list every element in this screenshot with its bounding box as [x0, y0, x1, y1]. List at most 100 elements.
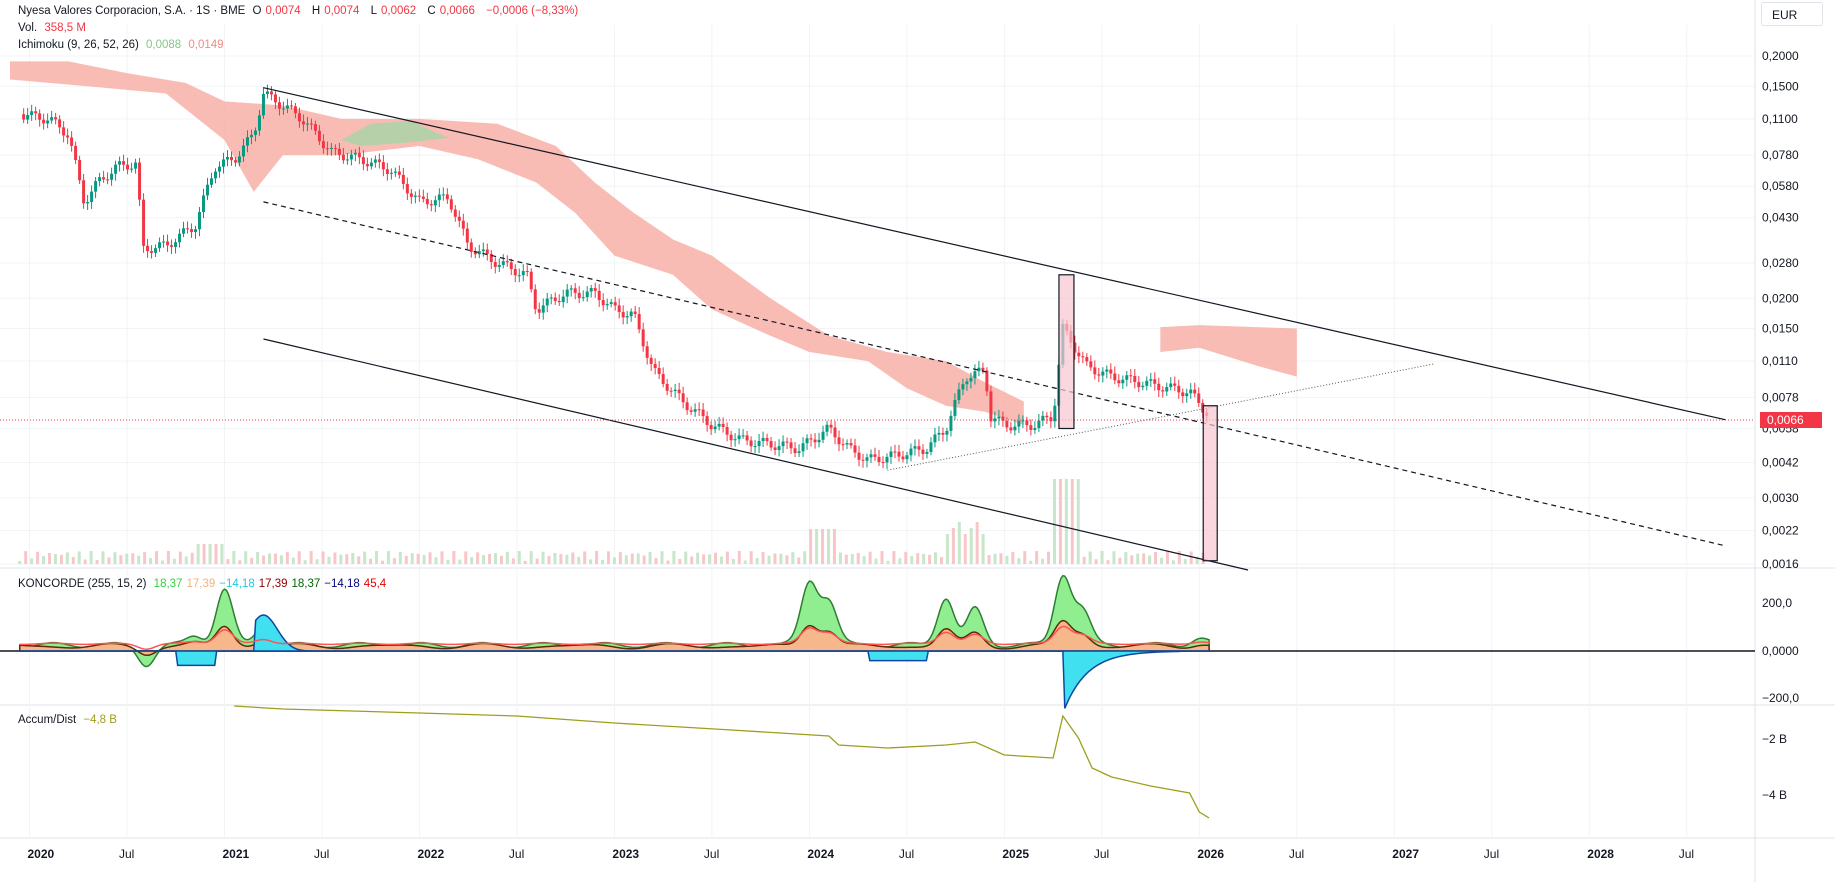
- candle-body: [813, 439, 817, 443]
- candle-body: [245, 137, 249, 146]
- candle-body: [1101, 371, 1105, 376]
- volume-bar: [178, 551, 182, 564]
- x-tick-label: 2028: [1587, 847, 1614, 861]
- candle-body: [106, 179, 110, 181]
- candle-body: [921, 449, 925, 454]
- volume-bar: [589, 559, 593, 564]
- candle-body: [277, 102, 281, 109]
- volume-bar: [220, 544, 224, 564]
- koncorde-average-line: [19, 625, 1210, 650]
- candle-body: [469, 242, 473, 252]
- volume-bar: [351, 552, 355, 564]
- y-tick-label: 0,2000: [1762, 49, 1799, 63]
- candle-body: [66, 135, 70, 138]
- candle-body: [485, 249, 489, 254]
- volume-bar: [339, 554, 343, 564]
- x-tick-label: Jul: [1484, 847, 1499, 861]
- candle-body: [54, 117, 58, 120]
- volume-bar: [856, 552, 860, 564]
- volume-bar: [957, 522, 961, 564]
- candle-body: [597, 290, 601, 301]
- volume-bar: [601, 560, 605, 564]
- candle-body: [981, 367, 985, 371]
- symbol-title: Nyesa Valores Corporacion, S.A. · 1S · B…: [18, 5, 246, 17]
- low-key: L: [370, 5, 377, 17]
- candle-body: [1197, 393, 1201, 403]
- x-tick-label: Jul: [1679, 847, 1694, 861]
- accum-dist-line: [234, 705, 1210, 819]
- volume-bar: [24, 551, 28, 564]
- volume-bar: [714, 552, 718, 564]
- candle-body: [365, 164, 369, 167]
- candle-body: [1165, 387, 1169, 392]
- volume-bar: [684, 551, 688, 564]
- volume-bar: [65, 552, 69, 564]
- candle-body: [521, 271, 525, 276]
- volume-bar: [244, 551, 248, 564]
- candle-body: [553, 297, 557, 301]
- candle-body: [389, 172, 393, 174]
- volume-bar: [1177, 551, 1181, 564]
- candle-body: [713, 426, 717, 430]
- volume-bar: [838, 552, 842, 564]
- volume-bar: [238, 560, 242, 564]
- volume-bar: [155, 551, 159, 564]
- volume-bar: [844, 554, 848, 564]
- candle-body: [733, 439, 737, 441]
- koncorde-value-5: −14,18: [324, 578, 360, 590]
- candle-body: [102, 177, 106, 180]
- volume-bar: [309, 551, 313, 564]
- candle-body: [481, 249, 485, 252]
- currency-button[interactable]: EUR: [1761, 2, 1823, 26]
- koncorde-y-tick: 200,0: [1762, 596, 1792, 610]
- koncorde-value-1: 17,39: [186, 578, 216, 590]
- candle-body: [685, 402, 689, 411]
- volume-bar: [749, 551, 753, 564]
- candle-body: [413, 195, 417, 197]
- candle-body: [737, 435, 741, 440]
- volume-bar: [672, 551, 676, 564]
- candle-body: [525, 271, 529, 273]
- candle-body: [745, 435, 749, 441]
- volume-bar: [143, 551, 147, 564]
- volume-bar: [1023, 551, 1027, 564]
- volume-bar: [630, 553, 634, 564]
- volume-bar: [797, 557, 801, 564]
- candle-body: [217, 166, 221, 172]
- volume-bar: [767, 555, 771, 564]
- volume-bar: [488, 553, 492, 564]
- volume-bar: [18, 561, 22, 564]
- candle-body: [1081, 356, 1085, 358]
- volume-bar: [53, 554, 57, 564]
- volume-bar: [934, 552, 938, 564]
- volume-bar: [184, 556, 188, 564]
- candle-body: [973, 371, 977, 379]
- volume-bar: [327, 556, 331, 564]
- volume-bar: [648, 551, 652, 564]
- candle-body: [1153, 379, 1157, 384]
- candle-body: [765, 437, 769, 442]
- candle-body: [1157, 383, 1161, 391]
- volume-bar: [577, 556, 581, 564]
- volume-bar: [131, 553, 135, 564]
- volume-bar: [428, 552, 432, 564]
- volume-bar: [731, 558, 735, 564]
- candle-body: [533, 289, 537, 310]
- volume-bar: [375, 551, 379, 564]
- candle-body: [757, 441, 761, 447]
- volume-bar: [363, 551, 367, 564]
- candle-body: [1045, 415, 1049, 418]
- candle-body: [505, 261, 509, 263]
- candle-body: [433, 200, 437, 206]
- candle-body: [849, 443, 853, 446]
- candle-body: [837, 437, 841, 445]
- volume-bar: [1035, 551, 1039, 564]
- volume-bar: [315, 559, 319, 564]
- volume-bar: [137, 555, 141, 564]
- volume-bar: [535, 558, 539, 564]
- candle-body: [233, 160, 237, 163]
- volume-bar: [511, 558, 515, 564]
- candle-body: [1169, 383, 1173, 388]
- volume-bar: [1041, 558, 1045, 564]
